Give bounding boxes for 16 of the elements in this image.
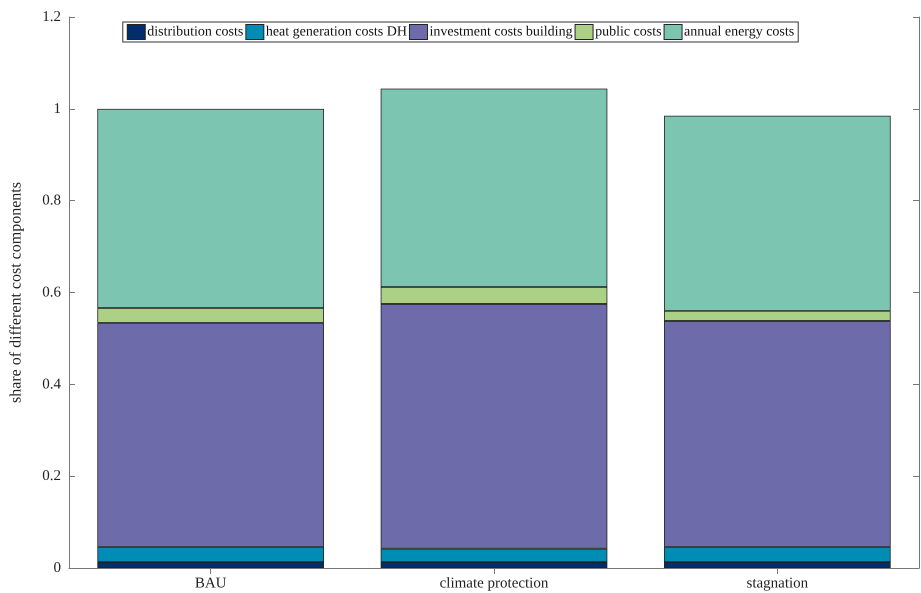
y-tick-label: 0.4 [42, 376, 62, 392]
y-tick-label: 0 [54, 560, 61, 576]
legend-label: public costs [595, 24, 662, 40]
x-tick-label: climate protection [440, 576, 549, 592]
legend-label: investment costs building [429, 24, 573, 40]
x-tick-label: stagnation [746, 576, 809, 592]
y-tick-label: 1.2 [42, 9, 61, 25]
legend-label: heat generation costs DH [266, 24, 407, 40]
y-tick-label: 1 [54, 100, 61, 117]
y-axis-title: share of different cost components [8, 182, 24, 403]
y-tick-label: 0.6 [42, 284, 62, 300]
legend-label: distribution costs [147, 24, 244, 40]
x-tick-label: BAU [194, 576, 227, 592]
y-tick-label: 0.2 [42, 468, 61, 484]
y-tick-label: 0.8 [42, 192, 61, 209]
legend-label: annual energy costs [684, 24, 794, 40]
